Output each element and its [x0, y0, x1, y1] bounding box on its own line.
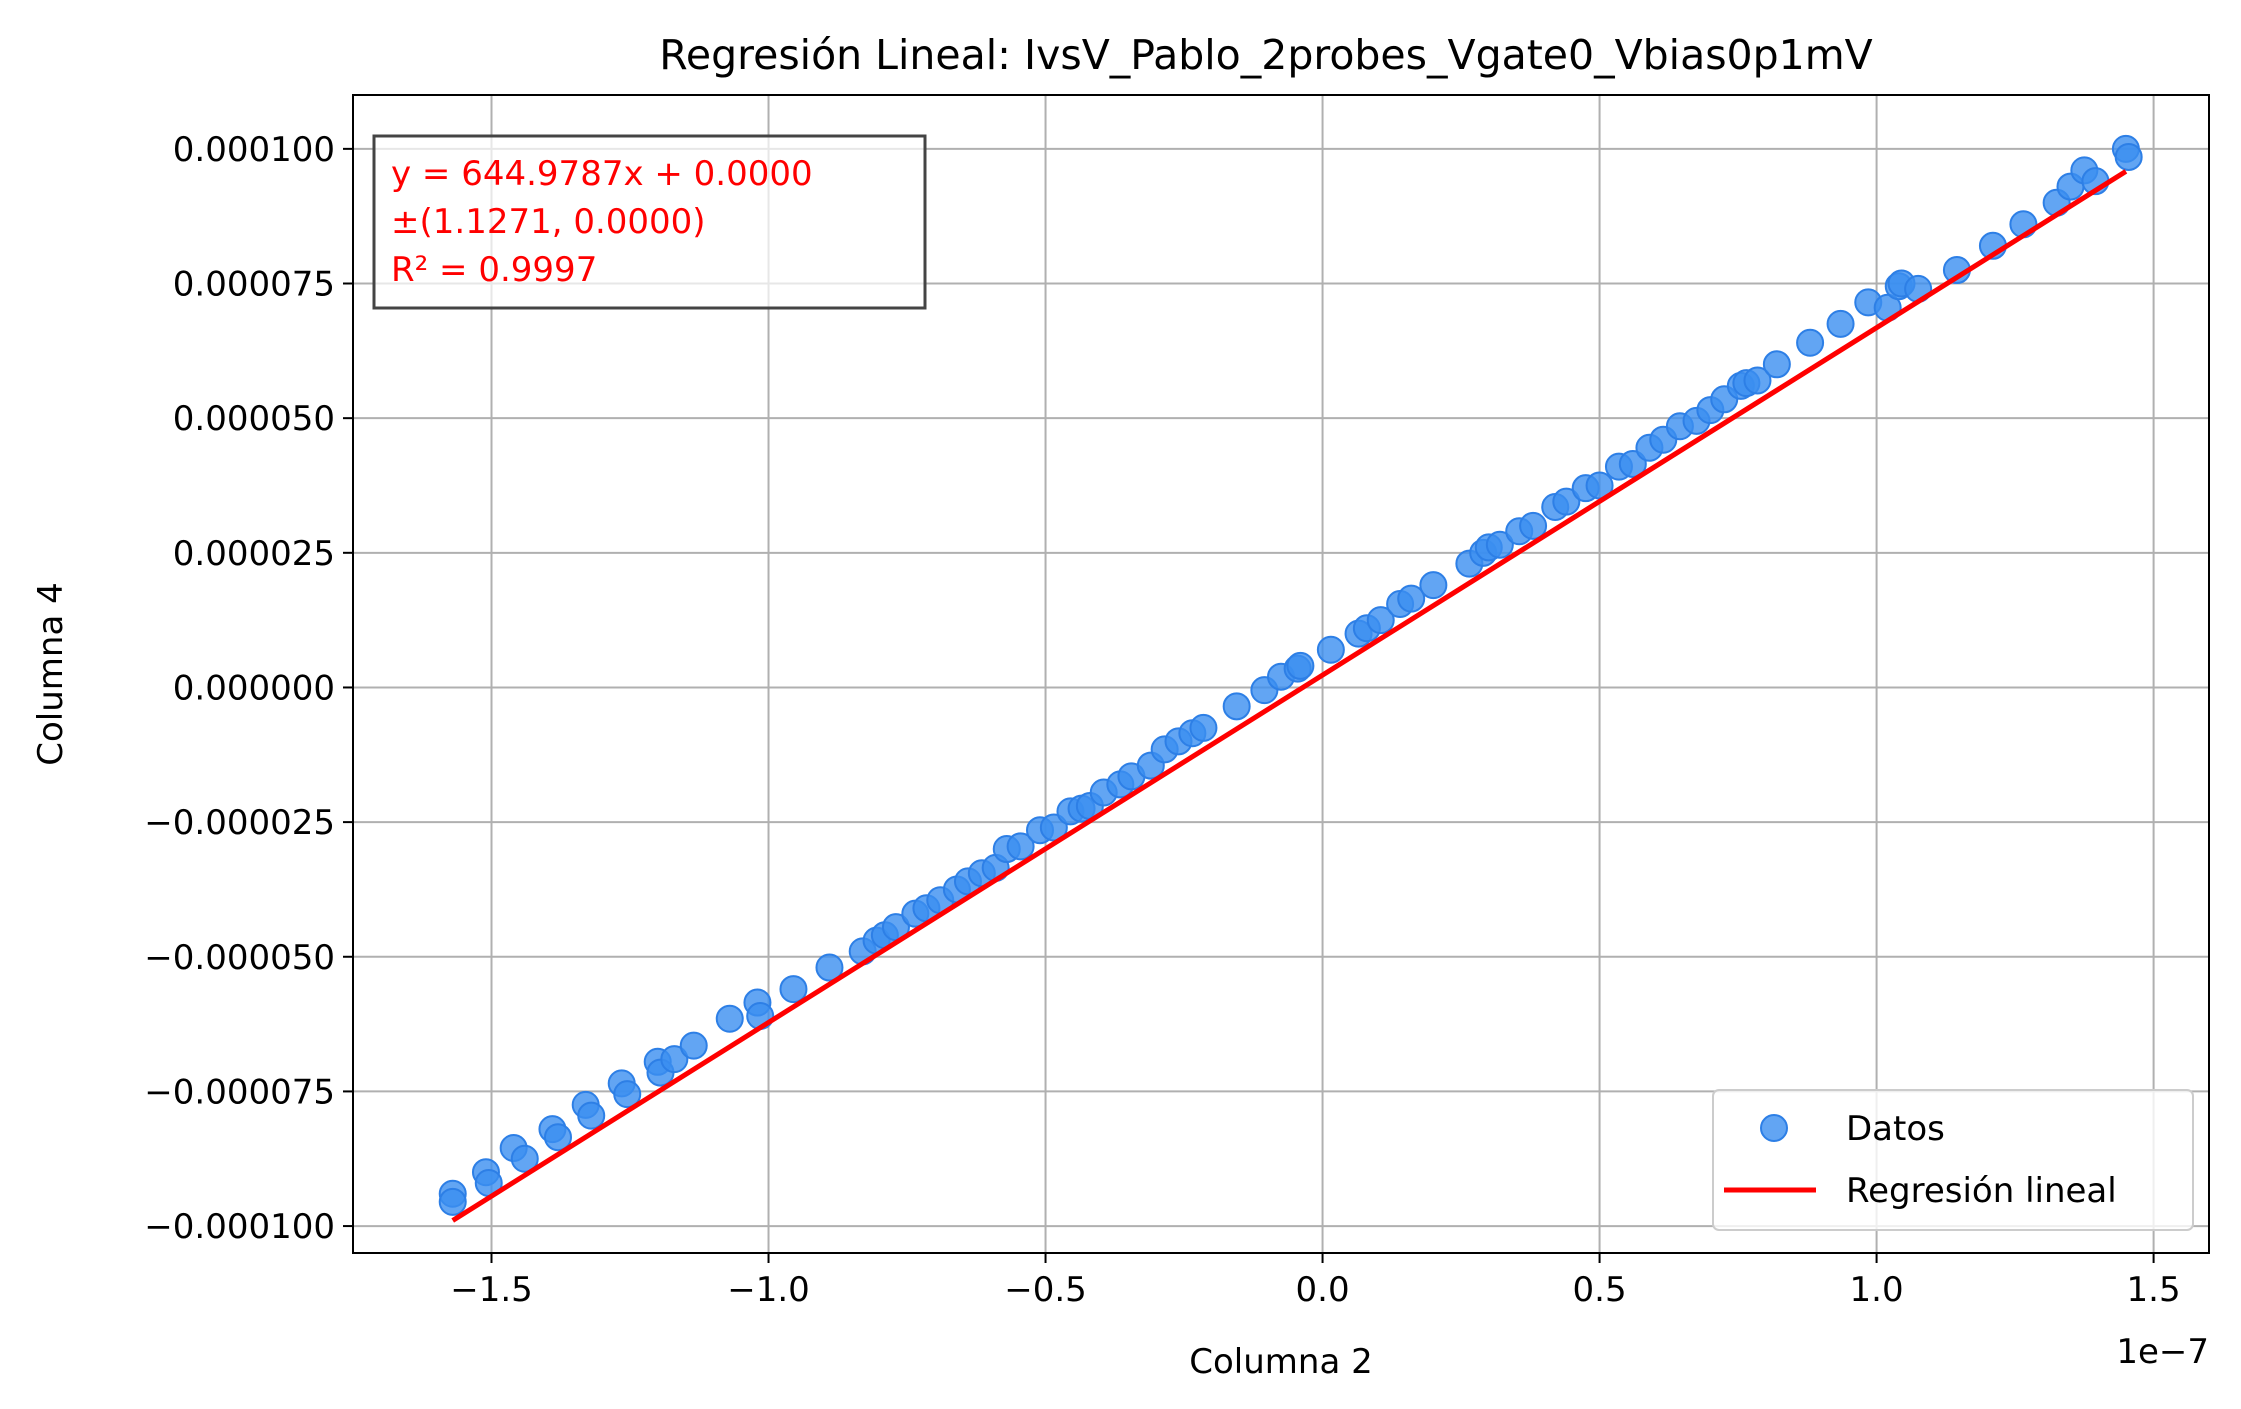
- data-point: [1316, 635, 1345, 664]
- chart-title: Regresión Lineal: IvsV_Pablo_2probes_Vga…: [659, 31, 1872, 79]
- data-point: [1485, 530, 1514, 559]
- y-tick-label: 0.000075: [173, 265, 335, 305]
- x-tick-label: −0.5: [1004, 1270, 1087, 1310]
- y-axis-ticks: 0.000100 0.000075 0.000050 0.000025 0.000000…: [144, 130, 353, 1247]
- data-point: [1189, 713, 1218, 742]
- data-point: [779, 975, 808, 1004]
- x-tick-label: 0.5: [1573, 1270, 1627, 1310]
- stats-box-frame: [372, 134, 927, 310]
- data-point: [438, 1187, 467, 1216]
- data-point: [2114, 142, 2143, 171]
- y-tick-label: 0.000025: [173, 534, 335, 574]
- legend-marker-datos: [1760, 1114, 1788, 1142]
- stats-equation: y = 644.9787x + 0.0000: [391, 154, 813, 194]
- y-tick-label: 0.000050: [173, 399, 335, 439]
- x-tick-label: 0.0: [1296, 1270, 1350, 1310]
- legend: Datos Regresión lineal: [1712, 1089, 2194, 1231]
- y-tick-label: −0.000050: [144, 938, 335, 978]
- y-tick-label: −0.000100: [144, 1207, 335, 1247]
- x-tick-label: −1.0: [727, 1270, 810, 1310]
- points-layer: [438, 134, 2143, 1216]
- data-point: [543, 1123, 572, 1152]
- data-point: [679, 1031, 708, 1060]
- data-point: [1397, 584, 1426, 613]
- data-point: [577, 1101, 606, 1130]
- data-point: [1552, 487, 1581, 516]
- data-point: [510, 1144, 539, 1173]
- y-tick-label: −0.000025: [144, 803, 335, 843]
- plot-frame: [352, 94, 2210, 1254]
- x-tick-label: 1.0: [1850, 1270, 1904, 1310]
- data-point: [1006, 832, 1035, 861]
- data-point: [1762, 350, 1791, 379]
- stats-r-squared: R² = 0.9997: [391, 250, 597, 290]
- legend-label-datos: Datos: [1846, 1109, 1945, 1149]
- stats-box: y = 644.9787x + 0.0000 ±(1.1271, 0.0000)…: [372, 134, 927, 310]
- data-point: [715, 1004, 744, 1033]
- legend-frame: [1712, 1089, 2194, 1231]
- x-axis-title: Columna 2: [1189, 1342, 1372, 1382]
- x-axis-ticks: −1.5 −1.0 −0.5 0.0 0.5 1.0 1.5: [450, 1253, 2181, 1310]
- x-tick-label: 1.5: [2127, 1270, 2181, 1310]
- data-point: [660, 1045, 689, 1074]
- data-point: [1743, 366, 1772, 395]
- data-point: [613, 1080, 642, 1109]
- regression-line: [451, 169, 2128, 1223]
- data-point: [1222, 692, 1251, 721]
- data-point: [1796, 328, 1825, 357]
- data-point: [815, 953, 844, 982]
- legend-label-regresion: Regresión lineal: [1846, 1171, 2117, 1211]
- data-point: [1419, 571, 1448, 600]
- stats-uncertainty: ±(1.1271, 0.0000): [391, 202, 706, 242]
- x-tick-label: −1.5: [450, 1270, 533, 1310]
- data-point: [1366, 606, 1395, 635]
- data-point: [1826, 309, 1855, 338]
- y-tick-label: 0.000100: [173, 130, 335, 170]
- data-point: [1286, 651, 1315, 680]
- y-axis-title: Columna 4: [31, 582, 71, 765]
- x-axis-offset-label: 1e−7: [2116, 1332, 2209, 1372]
- y-tick-label: −0.000075: [144, 1072, 335, 1112]
- data-point: [1519, 511, 1548, 540]
- y-tick-label: 0.000000: [173, 668, 335, 708]
